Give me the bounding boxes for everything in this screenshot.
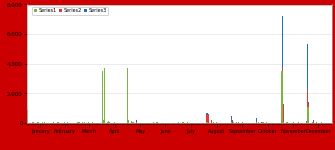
Bar [206, 115, 207, 122]
Bar [76, 122, 77, 123]
Bar [114, 122, 115, 123]
Bar [286, 122, 287, 123]
Bar [32, 122, 33, 123]
Bar [281, 71, 282, 123]
Bar [187, 122, 188, 123]
Bar [207, 122, 208, 123]
Bar [313, 121, 314, 123]
Bar [282, 16, 283, 68]
Bar [38, 122, 39, 123]
Bar [78, 122, 79, 123]
Bar [109, 122, 110, 123]
Bar [283, 104, 284, 105]
Bar [309, 119, 310, 122]
Bar [127, 68, 128, 123]
Bar [208, 115, 209, 123]
Bar [128, 120, 129, 123]
Bar [314, 122, 315, 123]
Bar [211, 120, 212, 123]
Bar [58, 122, 59, 123]
Bar [283, 105, 284, 122]
Bar [157, 122, 158, 123]
Legend: Series1, Series2, Series3: Series1, Series2, Series3 [32, 7, 109, 15]
Bar [321, 122, 322, 123]
Bar [261, 122, 262, 123]
Bar [230, 122, 231, 123]
Bar [53, 122, 54, 123]
Bar [258, 122, 259, 123]
Bar [287, 122, 288, 123]
Bar [216, 122, 217, 123]
Bar [206, 113, 207, 115]
Bar [182, 122, 183, 123]
Bar [136, 122, 137, 123]
Bar [262, 122, 263, 123]
Bar [213, 122, 214, 123]
Bar [308, 102, 309, 104]
Bar [183, 122, 184, 123]
Bar [307, 107, 308, 123]
Bar [27, 110, 28, 123]
Bar [231, 122, 232, 123]
Bar [178, 122, 179, 123]
Bar [256, 121, 257, 122]
Bar [238, 122, 239, 123]
Bar [88, 122, 89, 123]
Bar [307, 45, 308, 90]
Bar [231, 119, 232, 122]
Bar [81, 118, 82, 123]
Bar [232, 122, 233, 123]
Bar [107, 122, 108, 123]
Bar [35, 122, 36, 123]
Bar [64, 122, 65, 123]
Bar [309, 122, 310, 123]
Bar [77, 122, 78, 123]
Bar [132, 122, 133, 123]
Bar [256, 118, 257, 121]
Bar [256, 122, 257, 123]
Bar [282, 71, 283, 123]
Bar [308, 104, 309, 107]
Bar [313, 120, 314, 121]
Bar [283, 122, 284, 123]
Bar [31, 122, 32, 123]
Bar [282, 68, 283, 71]
Bar [308, 107, 309, 123]
Bar [57, 122, 58, 123]
Bar [232, 120, 233, 122]
Bar [103, 120, 104, 123]
Bar [104, 68, 105, 123]
Bar [133, 122, 134, 123]
Bar [309, 118, 310, 119]
Bar [33, 122, 34, 123]
Bar [316, 122, 317, 123]
Bar [153, 122, 154, 123]
Bar [231, 116, 232, 119]
Bar [307, 90, 308, 107]
Bar [206, 122, 207, 123]
Bar [92, 122, 93, 123]
Bar [136, 120, 137, 122]
Bar [266, 122, 267, 123]
Bar [156, 122, 157, 123]
Bar [44, 122, 45, 123]
Bar [67, 122, 68, 123]
Bar [208, 114, 209, 115]
Bar [263, 122, 264, 123]
Bar [207, 113, 208, 114]
Bar [108, 121, 109, 123]
Bar [242, 122, 243, 123]
Bar [82, 122, 83, 123]
Bar [207, 114, 208, 122]
Bar [42, 122, 43, 123]
Bar [312, 122, 313, 123]
